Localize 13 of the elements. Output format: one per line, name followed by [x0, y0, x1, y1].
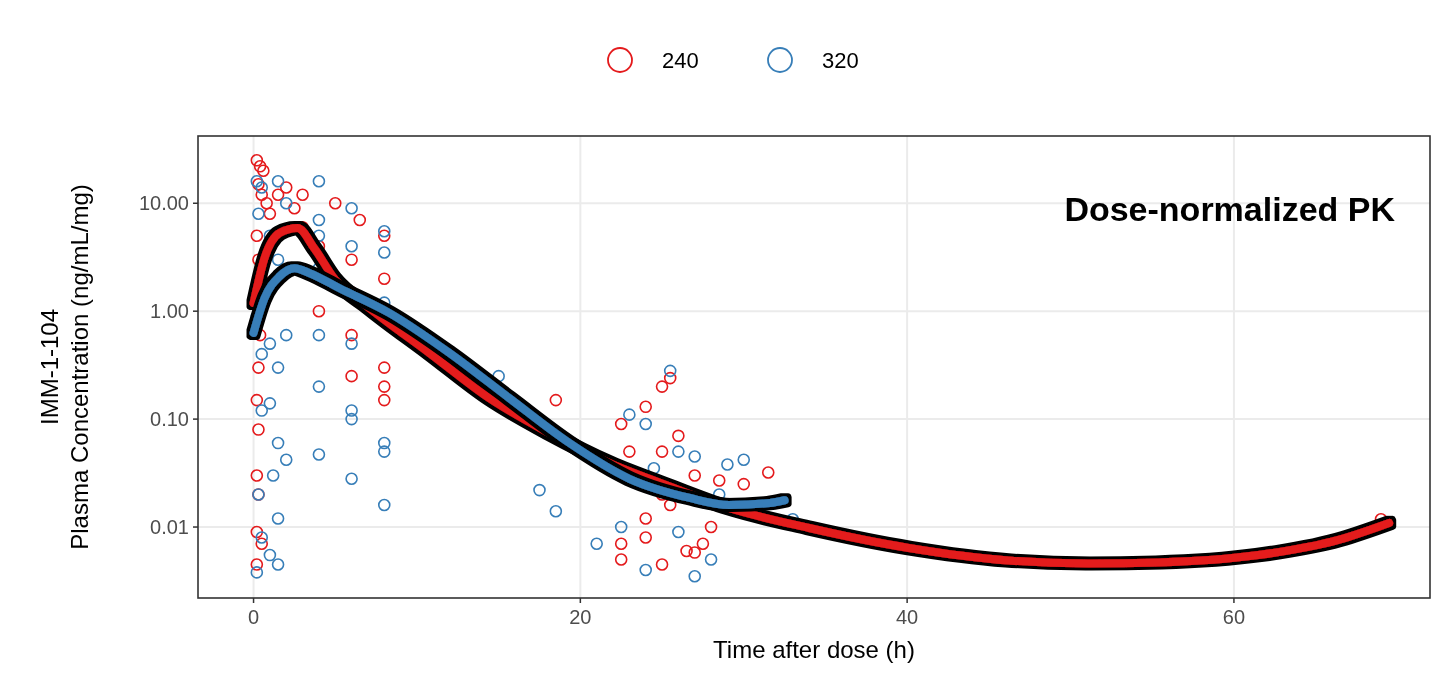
y-axis-title: IMM-1-104 Plasma Concentration (ng/mL/mg) [36, 184, 93, 550]
x-tick-label: 20 [569, 606, 592, 628]
legend-label: 320 [822, 48, 859, 73]
annotation: Dose-normalized PK [1064, 190, 1396, 228]
legend-label: 240 [662, 48, 699, 73]
y-tick-label: 1.00 [150, 300, 189, 323]
y-tick-label: 10.00 [138, 192, 189, 215]
y-tick-label: 0.01 [150, 516, 189, 539]
x-axis-title: Time after dose (h) [713, 636, 915, 663]
y-tick-label: 0.10 [150, 408, 189, 431]
x-tick-label: 60 [1222, 606, 1246, 628]
x-tick-label: 0 [247, 606, 260, 628]
x-tick-label: 40 [896, 606, 919, 628]
